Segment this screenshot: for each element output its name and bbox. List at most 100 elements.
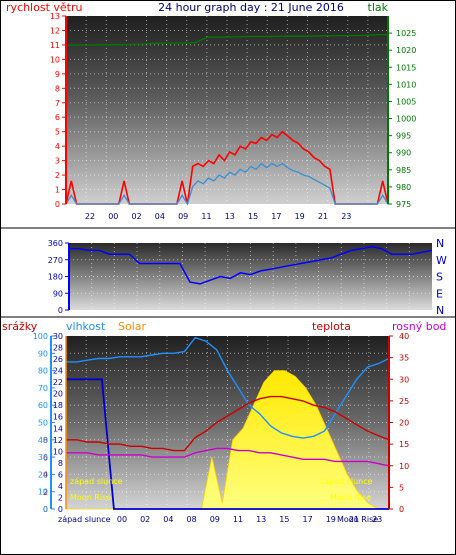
time-tick-label: 17 [271, 212, 281, 221]
rain-axis-tick-label: 4 [43, 471, 48, 480]
time-tick-label: 17 [303, 515, 313, 524]
rain-axis-tick-label: 8 [43, 436, 48, 445]
solar-axis-tick-label: 16 [53, 413, 63, 422]
temperature-axis-tick-label: 15 [399, 440, 409, 449]
wind-axis-tick-label: 12 [50, 26, 60, 35]
wind-axis-tick-label: 8 [55, 84, 60, 93]
rain-axis-tick-label: 6 [43, 453, 48, 462]
pressure-axis-tick-label: 995 [396, 132, 411, 141]
wind-axis-tick-label: 10 [50, 55, 60, 64]
pressure-axis-tick-label: 975 [396, 200, 411, 209]
time-tick-label: 09 [178, 212, 188, 221]
time-tick-label: 11 [233, 515, 243, 524]
solar-axis-tick-label: 10 [53, 447, 63, 456]
temperature-axis-tick-label: 0 [399, 505, 404, 514]
time-tick-label: 04 [163, 515, 173, 524]
temperature-axis-tick-label: 20 [399, 419, 409, 428]
solar-axis-tick-label: 8 [58, 459, 63, 468]
compass-label: W [436, 254, 447, 267]
time-tick-label: 22 [85, 212, 95, 221]
solar-axis-tick-label: 18 [53, 401, 63, 410]
pressure-axis-tick-label: 1010 [396, 80, 416, 89]
time-tick-label: 15 [248, 212, 258, 221]
wind-axis-tick-label: 1 [55, 186, 60, 195]
wind-axis-tick-label: 9 [55, 70, 60, 79]
humidity-axis-tick-label: 40 [38, 436, 48, 445]
wind-axis-tick-label: 5 [55, 128, 60, 137]
humidity-axis-tick-label: 20 [38, 470, 48, 479]
dewpoint-label: rosný bod [392, 320, 446, 333]
solar-axis-tick-label: 20 [53, 390, 63, 399]
compass-label: N [436, 304, 444, 317]
humidity-axis-tick-label: 90 [38, 349, 48, 358]
pressure-axis-tick-label: 1015 [396, 63, 416, 72]
wind-axis-tick-label: 7 [55, 99, 60, 108]
humidity-axis-tick-label: 100 [33, 332, 48, 341]
temperature-axis-tick-label: 40 [399, 332, 409, 341]
wind-axis-tick-label: 3 [55, 157, 60, 166]
rain-axis-tick-label: 0 [43, 505, 48, 514]
time-tick-label: 02 [140, 515, 150, 524]
time-tick-label: 15 [279, 515, 289, 524]
time-tick-label: 19 [295, 212, 305, 221]
time-tick-label: 08 [187, 515, 197, 524]
direction-axis-tick-label: 360 [48, 239, 63, 248]
pressure-axis-tick-label: 990 [396, 149, 411, 158]
pressure-axis-title: tlak [368, 1, 389, 14]
time-tick-label: 02 [132, 212, 142, 221]
solar-axis-tick-label: 12 [53, 436, 63, 445]
solar-axis-tick-label: 22 [53, 378, 63, 387]
time-tick-label: 21 [349, 515, 359, 524]
time-tick-label: 13 [256, 515, 266, 524]
time-tick-label: 04 [155, 212, 165, 221]
solar-axis-tick-label: 6 [58, 470, 63, 479]
humidity-axis-tick-label: 10 [38, 488, 48, 497]
wind-pressure-chart: 0123456789101112139759809859909951000100… [50, 12, 417, 221]
temperature-label: teplota [312, 320, 351, 333]
solar-axis-tick-label: 2 [58, 493, 63, 502]
humidity-axis-tick-label: 50 [38, 419, 48, 428]
rain-axis-tick-label: 2 [43, 488, 48, 497]
direction-axis-tick-label: 270 [48, 256, 63, 265]
humidity-series [66, 336, 390, 439]
solar-axis-tick-label: 0 [58, 505, 63, 514]
moonrise-annotation-left: Moon Rise [70, 493, 111, 502]
humidity-axis-tick-label: 30 [38, 453, 48, 462]
solar-label: Solar [118, 320, 147, 333]
pressure-series [66, 33, 389, 46]
chart-title: 24 hour graph day : 21 June 2016 [158, 1, 344, 14]
time-tick-label: 11 [201, 212, 211, 221]
pressure-axis-tick-label: 980 [396, 183, 411, 192]
wind-axis-tick-label: 0 [55, 200, 60, 209]
time-tick-label: 13 [225, 212, 235, 221]
compass-label: S [436, 271, 443, 284]
direction-axis-tick-label: 90 [53, 289, 63, 298]
sunset-annotation-left: západ slunce [70, 477, 123, 486]
direction-axis-tick-label: 180 [48, 273, 63, 282]
humidity-axis-tick-label: 80 [38, 367, 48, 376]
pressure-axis-tick-label: 1005 [396, 97, 416, 106]
temperature-series [66, 395, 390, 452]
time-tick-label: 23 [372, 515, 382, 524]
time-tick-label: 09 [210, 515, 220, 524]
dewpoint-series [66, 447, 390, 467]
sunset-annotation-right: západ slunce [320, 477, 373, 486]
rain-series [66, 378, 389, 510]
temperature-axis-tick-label: 30 [399, 375, 409, 384]
humidity-axis-tick-label: 0 [43, 505, 48, 514]
time-tick-label: 21 [318, 212, 328, 221]
humidity-axis-tick-label: 60 [38, 401, 48, 410]
temperature-axis-tick-label: 25 [399, 397, 409, 406]
wind-axis-tick-label: 6 [55, 113, 60, 122]
wind-average-series [65, 162, 389, 206]
humidity-axis-tick-label: 70 [38, 384, 48, 393]
wind-direction-series [69, 245, 433, 285]
climate-chart: 0246801020304050607080901000246810121416… [33, 332, 409, 524]
solar-axis-tick-label: 26 [53, 355, 63, 364]
moonrise-bottom-label: Moon Rise [337, 515, 378, 524]
time-tick-label: 00 [117, 515, 127, 524]
temperature-axis-tick-label: 5 [399, 483, 404, 492]
wind-axis-tick-label: 2 [55, 171, 60, 180]
time-tick-label: 00 [108, 212, 118, 221]
